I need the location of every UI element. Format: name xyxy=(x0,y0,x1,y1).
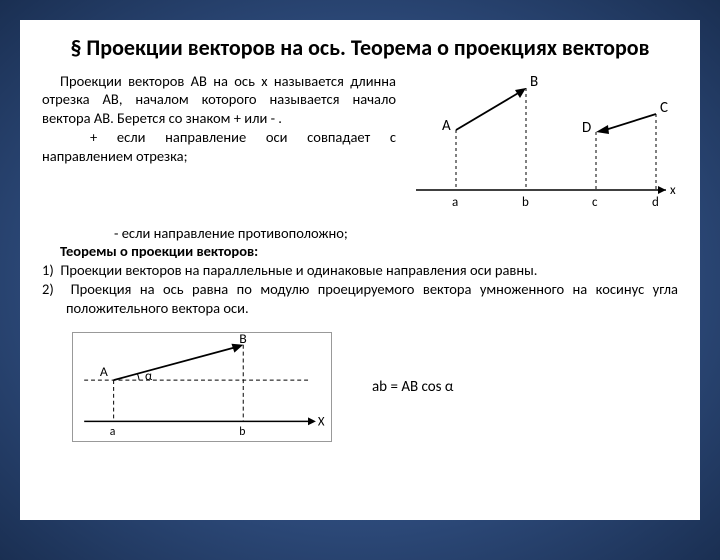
label-D: D xyxy=(582,119,591,137)
label2-A: A xyxy=(100,363,108,380)
label-c: c xyxy=(592,195,598,210)
label2-a: a xyxy=(110,425,116,439)
item2-text: Проекция на ось равна по модулю проециру… xyxy=(66,280,678,317)
bottom-row: X α A B a b аb = АВ cos α xyxy=(42,332,678,442)
slide-card: § Проекции векторов на ось. Теорема о пр… xyxy=(20,20,700,520)
projection-diagram-main: x A B C D a b c d xyxy=(408,72,678,222)
formula-text: аb = АВ cos α xyxy=(372,378,453,396)
item1-number: 1) xyxy=(42,261,54,279)
paragraph-minus: - если направление противоположно; xyxy=(42,224,678,243)
item1-text: Проекции векторов на параллельные и один… xyxy=(60,261,537,279)
theorem-heading: Теоремы о проекции векторов: xyxy=(42,242,678,261)
projection-diagram-angle: X α A B a b xyxy=(72,332,332,442)
full-text-block: - если направление противоположно; Теоре… xyxy=(42,224,678,318)
paragraph-plus: + если направление оси совпадает с напра… xyxy=(42,128,396,166)
label-X: X xyxy=(318,414,325,429)
label2-b: b xyxy=(239,425,245,439)
paragraph-definition: Проекции векторов АВ на ось х называется… xyxy=(42,72,396,129)
label-a: a xyxy=(452,195,458,210)
label-b: b xyxy=(522,195,529,210)
definition-text: Проекции векторов АВ на ось х называется… xyxy=(42,72,396,222)
theorem-item-2: 2) Проекция на ось равна по модулю проец… xyxy=(42,280,678,318)
content-row: Проекции векторов АВ на ось х называется… xyxy=(42,72,678,222)
label2-B: B xyxy=(239,332,246,347)
item2-number: 2) xyxy=(42,280,54,298)
label-alpha: α xyxy=(145,369,153,384)
label-B: B xyxy=(530,73,538,91)
label-A: A xyxy=(442,117,451,135)
theorem-item-1: 1) Проекции векторов на параллельные и о… xyxy=(42,261,678,280)
slide-title: § Проекции векторов на ось. Теорема о пр… xyxy=(42,34,678,62)
label-C: C xyxy=(660,99,668,117)
label-d: d xyxy=(652,195,659,210)
axis-label-x: x xyxy=(670,183,676,198)
